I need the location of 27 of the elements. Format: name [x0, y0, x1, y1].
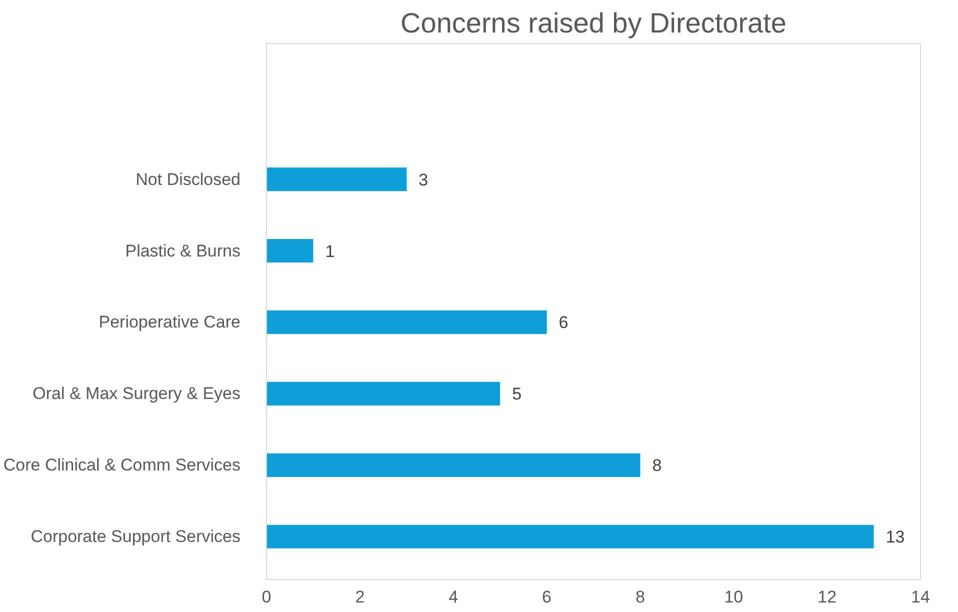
- y-tick-label: Corporate Support Services: [30, 527, 241, 546]
- data-label: 3: [418, 170, 428, 190]
- y-tick-label: Oral & Max Surgery & Eyes: [32, 384, 240, 404]
- x-tick-label: 10: [724, 588, 744, 606]
- x-tick-label: 2: [355, 588, 365, 606]
- y-tick-label: Plastic & Burns: [125, 241, 240, 260]
- data-label: 1: [325, 242, 335, 261]
- bar: [266, 310, 547, 334]
- data-label: 13: [886, 528, 905, 547]
- x-tick-label: 12: [818, 588, 837, 606]
- x-tick-label: 6: [542, 588, 552, 606]
- chart-title: Concerns raised by Directorate: [400, 8, 786, 38]
- x-tick-label: 0: [262, 588, 272, 606]
- y-tick-label: Perioperative Care: [98, 312, 241, 332]
- data-label: 8: [652, 456, 662, 476]
- bar: [266, 524, 874, 548]
- bar: [266, 453, 640, 477]
- data-label: 6: [558, 313, 568, 332]
- x-tick-label: 4: [448, 588, 458, 606]
- bar: [266, 167, 407, 192]
- y-tick-label: Core Clinical & Comm Services: [3, 456, 241, 475]
- bar: [266, 238, 314, 263]
- x-tick-label: 14: [911, 588, 930, 606]
- y-tick-label: Not Disclosed: [136, 170, 241, 189]
- x-tick-label: 8: [635, 588, 645, 606]
- bar: [266, 382, 500, 406]
- data-label: 5: [512, 384, 522, 404]
